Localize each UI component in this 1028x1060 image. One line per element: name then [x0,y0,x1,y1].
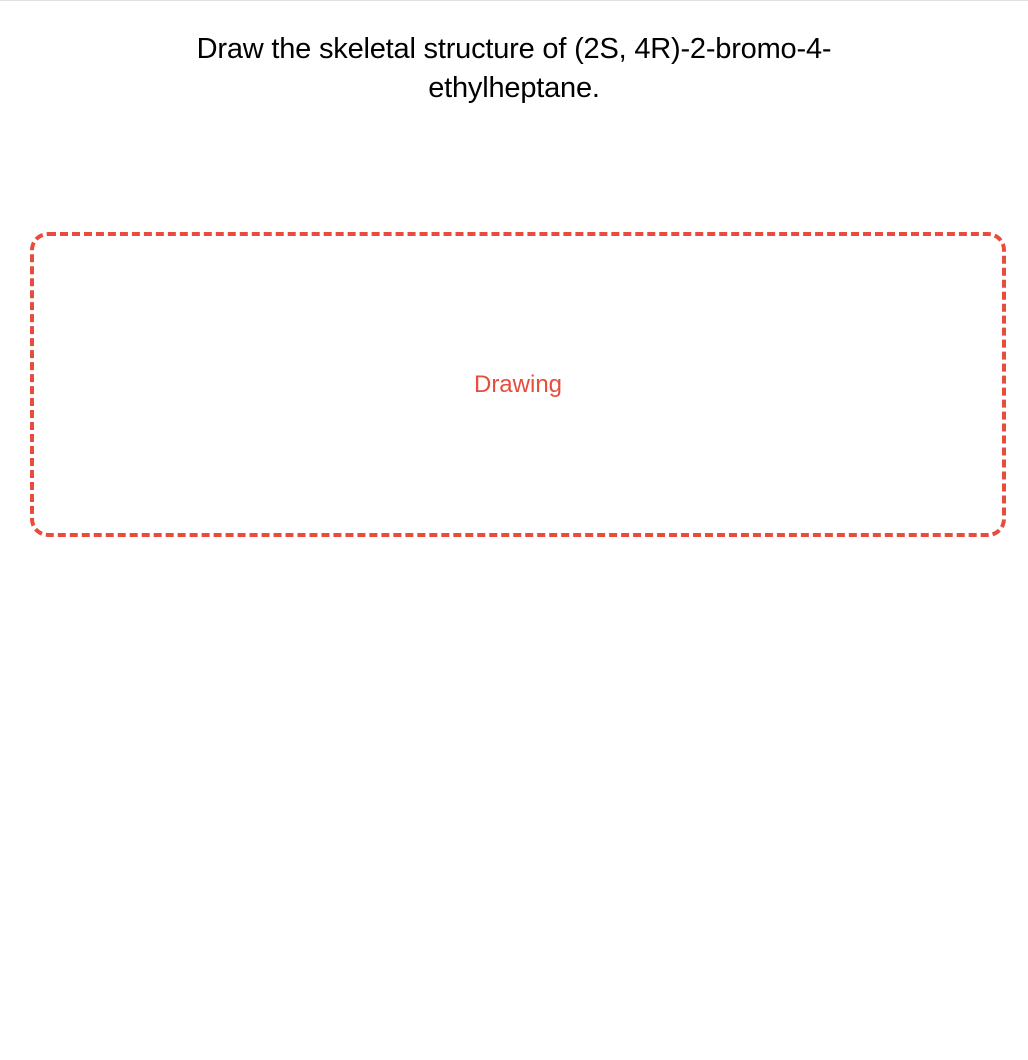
question-line-2: ethylheptane. [428,72,600,104]
question-prompt: Draw the skeletal structure of (2S, 4R)-… [154,30,874,108]
top-hairline [0,0,1028,1]
drawing-canvas-dropzone[interactable]: Drawing [30,232,1006,537]
question-container: Draw the skeletal structure of (2S, 4R)-… [0,0,1028,108]
question-line-1: Draw the skeletal structure of (2S, 4R)-… [197,33,832,65]
drawing-placeholder-label: Drawing [474,371,562,399]
